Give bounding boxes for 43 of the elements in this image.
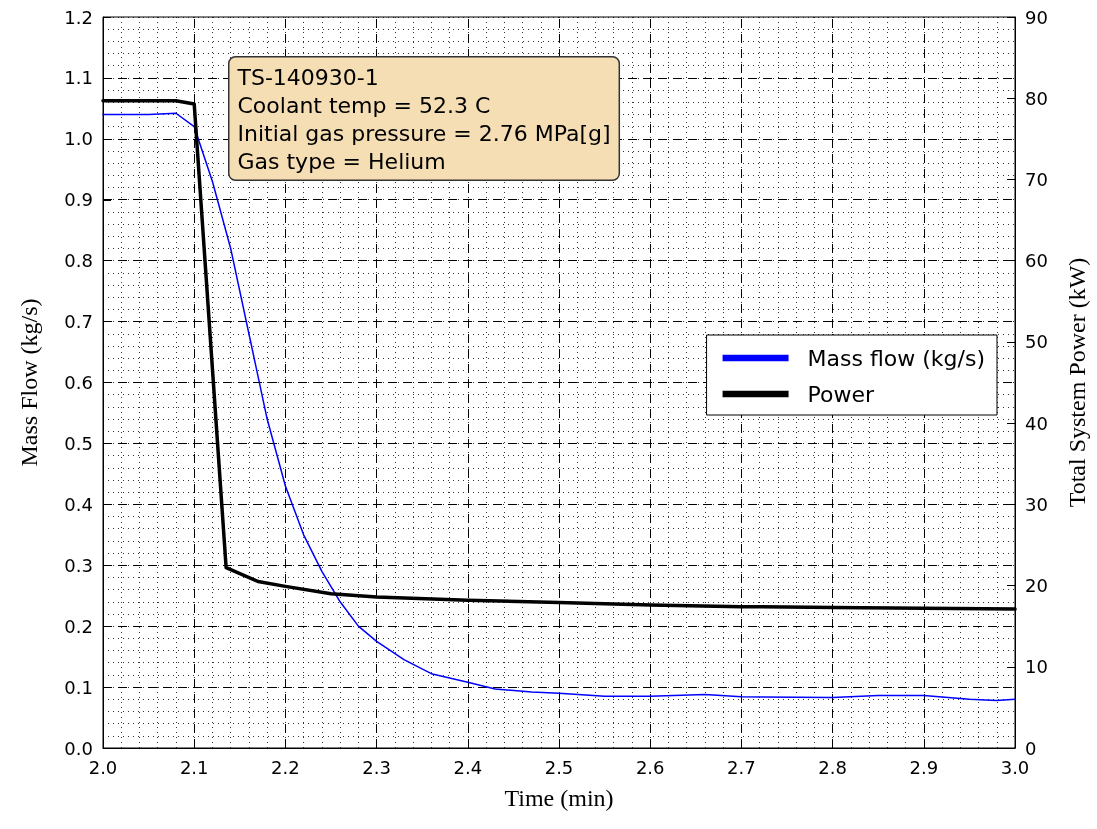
y-tick-label: 1.1: [64, 67, 93, 89]
x-tick-label: 2.9: [909, 756, 939, 778]
y2-tick-label: 90: [1025, 6, 1048, 28]
y-tick-label: 0.3: [64, 554, 93, 576]
x-tick-label: 2.4: [453, 756, 483, 778]
annotation: Initial gas pressure = 2.76 MPa[g]: [237, 121, 611, 146]
x-axis-title: Time (min): [504, 785, 614, 811]
y2-tick-label: 40: [1025, 412, 1048, 434]
x-tick-label: 3.0: [1000, 756, 1030, 778]
y-tick-label: 0.5: [64, 432, 93, 454]
annotation: Coolant temp = 52.3 C: [237, 93, 491, 118]
y2-tick-label: 20: [1025, 575, 1048, 597]
y-tick-label: 0.2: [64, 615, 93, 637]
x-tick-label: 2.1: [179, 756, 209, 778]
y-tick-label: 0.8: [64, 250, 93, 272]
y-tick-label: 0.9: [64, 189, 93, 211]
x-tick-label: 2.6: [635, 756, 665, 778]
y-tick-label: 0.0: [64, 737, 93, 759]
x-tick-label: 2.3: [362, 756, 391, 778]
y-axis-title: Mass Flow (kg/s): [16, 298, 42, 467]
y2-tick-label: 80: [1025, 87, 1048, 109]
y2-tick-label: 70: [1025, 168, 1048, 190]
y-tick-label: 0.6: [64, 372, 93, 393]
y-tick-label: 1.0: [64, 128, 93, 150]
x-tick-label: 2.8: [818, 756, 847, 778]
y-tick-label: 0.1: [64, 676, 93, 698]
annotation: Gas type = Helium: [237, 149, 446, 174]
y-tick-label: 0.7: [64, 311, 93, 333]
x-tick-label: 2.2: [271, 756, 300, 778]
y2-axis-title: Total System Power (kW): [1064, 257, 1090, 508]
y2-tick-label: 50: [1025, 331, 1048, 353]
y2-tick-label: 0: [1025, 737, 1037, 759]
legend-label: Mass flow (kg/s): [807, 345, 986, 371]
x-tick-label: 2.5: [544, 756, 574, 778]
y2-tick-label: 10: [1025, 656, 1048, 678]
annotation: TS-140930-1: [236, 65, 379, 90]
y-tick-label: 1.2: [64, 6, 93, 28]
legend-label: Power: [807, 381, 876, 407]
y2-tick-label: 30: [1025, 493, 1048, 515]
y-tick-label: 0.4: [64, 493, 93, 515]
y2-tick-label: 60: [1025, 250, 1048, 272]
x-tick-label: 2.7: [727, 756, 756, 778]
x-tick-label: 2.0: [88, 756, 118, 778]
